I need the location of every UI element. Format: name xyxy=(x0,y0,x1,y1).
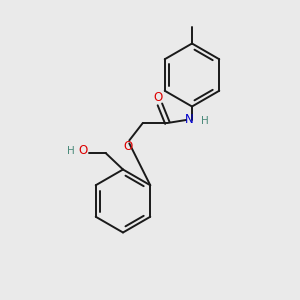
Text: N: N xyxy=(185,113,194,126)
Text: H: H xyxy=(67,146,74,156)
Text: O: O xyxy=(154,91,163,104)
Text: H: H xyxy=(201,116,208,127)
Text: O: O xyxy=(124,140,133,154)
Text: O: O xyxy=(79,144,88,158)
